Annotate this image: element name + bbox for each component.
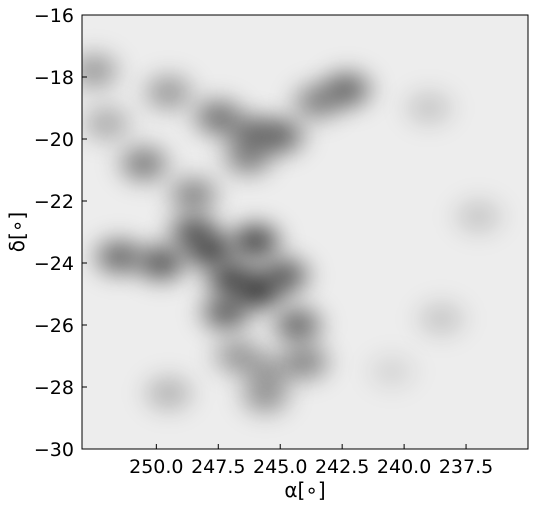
y-tick-label: −28 bbox=[34, 377, 74, 399]
heat-blob-5 bbox=[313, 63, 382, 116]
heat-blob-6 bbox=[214, 131, 283, 184]
plot-frame bbox=[81, 14, 529, 450]
y-tick-label: −22 bbox=[34, 191, 74, 213]
heat-blob-21 bbox=[204, 330, 273, 382]
heat-blob-16 bbox=[191, 286, 260, 339]
y-tick-label: −26 bbox=[34, 315, 74, 337]
y-tick-label: −30 bbox=[34, 439, 74, 461]
y-tick-label: −20 bbox=[34, 129, 74, 151]
y-axis-label: δ[∘] bbox=[5, 212, 29, 252]
y-tick-label: −16 bbox=[34, 5, 74, 27]
heat-blob-26 bbox=[394, 82, 463, 134]
x-tick-label: 245.0 bbox=[253, 456, 307, 478]
heat-blob-24 bbox=[82, 44, 129, 97]
x-tick-label: 242.5 bbox=[315, 456, 369, 478]
y-tick-label: −24 bbox=[34, 253, 74, 275]
heat-blob-22 bbox=[231, 370, 300, 423]
heat-blob-27 bbox=[444, 190, 513, 243]
heat-blob-29 bbox=[357, 345, 426, 398]
heat-blob-25 bbox=[82, 97, 141, 150]
y-axis: −16 −18 −20 −22 −24 −26 −28 −30 bbox=[34, 5, 87, 461]
x-tick-label: 240.0 bbox=[377, 456, 431, 478]
heatmap-field bbox=[82, 44, 513, 423]
x-tick-label: 250.0 bbox=[129, 456, 183, 478]
x-tick-label: 247.5 bbox=[191, 456, 245, 478]
x-axis: 250.0 247.5 245.0 242.5 240.0 237.5 bbox=[129, 444, 493, 478]
heat-blob-8 bbox=[159, 168, 228, 221]
heat-blob-23 bbox=[134, 367, 203, 420]
x-tick-label: 237.5 bbox=[439, 456, 493, 478]
y-tick-label: −18 bbox=[34, 67, 74, 89]
heat-blob-17 bbox=[251, 249, 320, 302]
x-axis-label: α[∘] bbox=[284, 478, 325, 502]
heat-blob-0 bbox=[134, 66, 203, 119]
heat-blob-7 bbox=[109, 137, 178, 190]
heat-blob-28 bbox=[407, 292, 476, 345]
